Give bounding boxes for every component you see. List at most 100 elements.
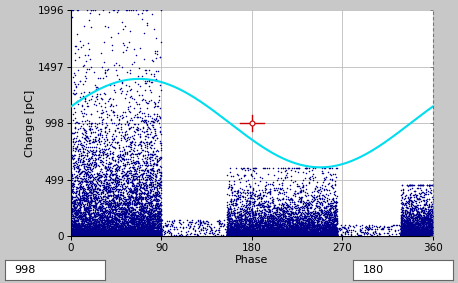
- Point: [77, 233, 84, 238]
- Point: [142, 232, 150, 237]
- Point: [291, 218, 298, 222]
- Point: [424, 216, 431, 220]
- Point: [403, 225, 410, 230]
- Point: [114, 219, 121, 224]
- Point: [275, 228, 282, 232]
- Point: [408, 225, 415, 229]
- Point: [262, 166, 269, 171]
- Point: [405, 233, 412, 237]
- Point: [105, 233, 113, 238]
- Point: [108, 198, 115, 202]
- Point: [109, 198, 116, 202]
- Point: [240, 231, 248, 236]
- Point: [419, 233, 426, 237]
- Point: [314, 217, 322, 222]
- Point: [102, 233, 109, 238]
- Point: [74, 218, 82, 222]
- Point: [134, 216, 142, 220]
- Point: [420, 220, 427, 225]
- Point: [416, 231, 423, 236]
- Point: [225, 220, 233, 224]
- Point: [79, 232, 86, 236]
- Point: [298, 233, 305, 237]
- Point: [298, 233, 305, 237]
- Point: [118, 193, 125, 198]
- Point: [94, 210, 101, 215]
- Point: [155, 225, 163, 230]
- Point: [125, 234, 132, 238]
- Point: [261, 229, 268, 234]
- Point: [265, 221, 272, 226]
- Point: [77, 228, 85, 232]
- Point: [114, 232, 122, 237]
- Point: [379, 226, 386, 230]
- Point: [418, 233, 425, 237]
- Point: [245, 218, 252, 222]
- Point: [127, 8, 134, 12]
- Point: [147, 227, 154, 232]
- Point: [141, 228, 148, 232]
- Point: [135, 233, 142, 238]
- Point: [130, 233, 137, 238]
- Point: [109, 210, 116, 215]
- Point: [267, 233, 274, 237]
- Point: [399, 232, 407, 236]
- Point: [296, 233, 303, 237]
- Point: [152, 233, 159, 237]
- Point: [116, 233, 123, 238]
- Point: [286, 217, 293, 221]
- Point: [299, 225, 306, 230]
- Point: [331, 233, 338, 237]
- Point: [236, 234, 243, 238]
- Point: [405, 228, 413, 233]
- Point: [239, 234, 246, 238]
- Point: [278, 225, 286, 230]
- Point: [119, 223, 126, 228]
- Point: [105, 190, 112, 194]
- Point: [115, 197, 122, 202]
- Point: [136, 183, 144, 188]
- Point: [237, 229, 244, 233]
- Point: [420, 234, 428, 238]
- Point: [229, 227, 236, 231]
- Point: [102, 144, 109, 149]
- Point: [300, 228, 308, 233]
- Point: [406, 207, 414, 211]
- Point: [322, 231, 329, 235]
- Point: [88, 156, 96, 161]
- Point: [81, 232, 88, 237]
- Point: [415, 223, 422, 228]
- Point: [235, 229, 242, 233]
- Point: [154, 167, 162, 172]
- Point: [87, 189, 94, 194]
- Point: [103, 233, 110, 237]
- Point: [429, 233, 436, 238]
- Point: [248, 230, 256, 234]
- Point: [84, 204, 91, 209]
- Point: [400, 232, 408, 237]
- Point: [83, 233, 91, 237]
- Point: [239, 207, 246, 211]
- Point: [97, 234, 104, 238]
- Point: [295, 233, 303, 237]
- Point: [150, 208, 158, 212]
- Point: [75, 233, 82, 238]
- Point: [110, 233, 118, 237]
- Point: [310, 232, 317, 237]
- Point: [321, 231, 328, 235]
- Point: [99, 209, 106, 214]
- Point: [111, 229, 118, 234]
- Point: [266, 231, 273, 236]
- Point: [121, 206, 129, 210]
- Point: [275, 168, 282, 173]
- Point: [103, 233, 110, 238]
- Point: [136, 233, 144, 237]
- Point: [106, 220, 114, 224]
- Point: [133, 181, 140, 185]
- Point: [84, 104, 92, 108]
- Point: [142, 159, 150, 163]
- Point: [270, 224, 278, 229]
- Point: [250, 229, 257, 234]
- Point: [234, 223, 241, 228]
- Point: [342, 223, 349, 228]
